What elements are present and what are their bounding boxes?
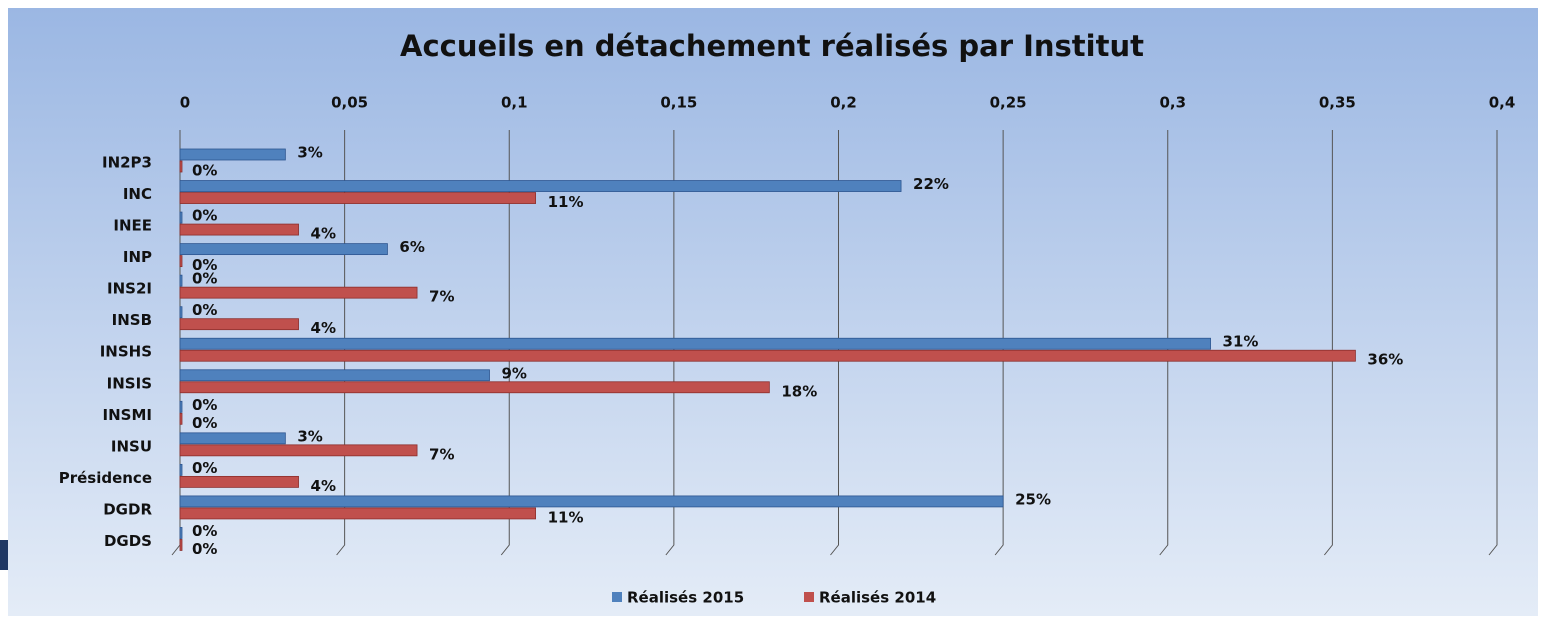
y-tick-label: DGDS xyxy=(104,532,152,550)
data-label: 18% xyxy=(781,382,817,400)
data-label: 3% xyxy=(297,144,322,162)
y-tick-label: INSIS xyxy=(107,374,152,392)
bar xyxy=(179,286,418,299)
bar xyxy=(179,192,536,204)
y-tick-label: DGDR xyxy=(103,500,152,518)
data-label: 0% xyxy=(192,396,217,414)
y-tick-label: INSB xyxy=(112,311,152,329)
data-label: 9% xyxy=(501,364,526,382)
y-tick-label: INSMI xyxy=(103,406,152,424)
data-label: 0% xyxy=(192,256,217,274)
grid-line xyxy=(1323,130,1333,556)
data-label: 4% xyxy=(311,319,336,337)
data-label: 0% xyxy=(192,270,217,288)
x-tick-label: 0 xyxy=(180,94,190,112)
data-label: 4% xyxy=(311,225,336,243)
legend-label: Réalisés 2014 xyxy=(819,589,936,607)
x-tick-label: 0,2 xyxy=(830,94,857,112)
bar xyxy=(179,349,1356,362)
bar xyxy=(179,180,902,192)
chart-title: Accueils en détachement réalisés par Ins… xyxy=(400,29,1144,63)
data-label: 0% xyxy=(192,207,217,225)
legend-swatch xyxy=(612,592,622,602)
bar xyxy=(179,463,183,476)
bar xyxy=(179,507,536,520)
data-label: 0% xyxy=(192,162,217,180)
data-label: 6% xyxy=(399,238,424,256)
y-tick-label: IN2P3 xyxy=(102,154,152,172)
bar xyxy=(179,432,286,445)
grid-line xyxy=(336,130,346,556)
y-tick-label: INSHS xyxy=(100,343,152,361)
data-label: 31% xyxy=(1223,333,1259,351)
grid-line xyxy=(994,130,1004,556)
bar xyxy=(179,160,183,173)
data-label: 0% xyxy=(192,522,217,540)
data-label: 7% xyxy=(429,288,454,306)
x-tick-label: 0,35 xyxy=(1319,94,1356,112)
x-tick-label: 0,1 xyxy=(501,94,528,112)
bar xyxy=(179,223,299,236)
grid-line xyxy=(1488,130,1498,556)
grid-line xyxy=(665,130,675,556)
data-label: 0% xyxy=(192,301,217,319)
bar xyxy=(179,527,183,539)
legend-label: Réalisés 2015 xyxy=(627,589,744,607)
data-label: 11% xyxy=(548,508,584,526)
bar xyxy=(179,412,183,425)
data-label: 25% xyxy=(1015,490,1051,508)
bar xyxy=(179,495,1004,508)
data-label: 36% xyxy=(1367,351,1403,369)
y-tick-label: INC xyxy=(123,185,152,203)
bar xyxy=(179,211,183,224)
data-label: 0% xyxy=(192,540,217,558)
legend-swatch xyxy=(804,592,814,602)
bar xyxy=(179,539,183,551)
data-label: 4% xyxy=(311,477,336,495)
x-tick-label: 0,3 xyxy=(1159,94,1186,112)
edge-marker xyxy=(0,540,8,570)
bar xyxy=(179,255,183,268)
bar xyxy=(179,400,183,413)
grid-line xyxy=(830,130,839,556)
grid-line xyxy=(500,130,510,556)
bar xyxy=(179,444,418,457)
bar xyxy=(179,475,299,488)
bar xyxy=(179,148,286,161)
data-label: 7% xyxy=(429,445,454,463)
grid-line xyxy=(1159,130,1169,556)
data-label: 22% xyxy=(913,175,949,193)
x-tick-label: 0,15 xyxy=(660,94,697,112)
bar xyxy=(179,381,770,394)
data-label: 3% xyxy=(297,427,322,445)
background xyxy=(8,8,1538,616)
bar xyxy=(179,243,388,256)
y-tick-label: INS2I xyxy=(107,280,152,298)
bar xyxy=(179,274,183,287)
y-tick-label: INSU xyxy=(111,437,152,455)
bar xyxy=(179,306,183,319)
data-label: 0% xyxy=(192,414,217,432)
x-tick-label: 0,4 xyxy=(1489,94,1516,112)
bar xyxy=(179,318,299,331)
y-tick-label: INEE xyxy=(113,217,152,235)
bar xyxy=(179,369,490,382)
bar xyxy=(179,337,1211,350)
data-label: 11% xyxy=(548,193,584,211)
data-label: 0% xyxy=(192,459,217,477)
x-tick-label: 0,25 xyxy=(990,94,1027,112)
x-tick-label: 0,05 xyxy=(331,94,368,112)
y-tick-label: Présidence xyxy=(59,469,152,487)
y-tick-label: INP xyxy=(123,248,152,266)
